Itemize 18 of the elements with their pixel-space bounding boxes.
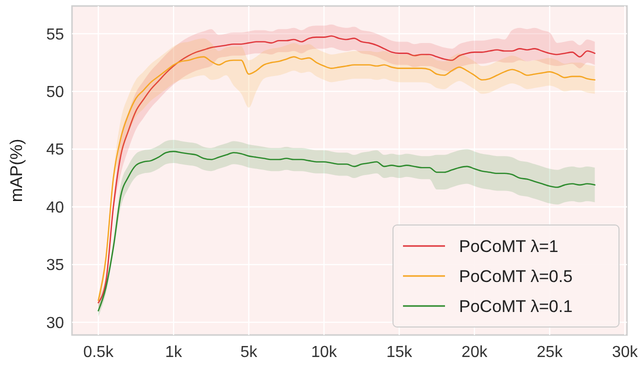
x-tick-label: 1k: [165, 344, 183, 361]
x-tick-label: 15k: [386, 344, 414, 361]
y-tick-label: 30: [46, 314, 64, 332]
legend-label: PoCoMT λ=0.5: [459, 266, 573, 286]
y-tick-label: 35: [46, 257, 64, 274]
x-tick-label: 0.5k: [83, 344, 114, 361]
y-tick-label: 50: [46, 84, 64, 102]
y-axis-title: mAP(%): [7, 138, 26, 202]
x-tick-label: 5k: [240, 344, 258, 361]
y-tick-label: 40: [46, 199, 64, 216]
legend-label: PoCoMT λ=0.1: [459, 296, 573, 316]
x-tick-label: 25k: [536, 344, 564, 361]
legend-label: PoCoMT λ=1: [459, 236, 558, 256]
x-tick-label: 30k: [612, 344, 639, 361]
x-tick-label: 20k: [462, 344, 488, 361]
x-tick-label: 10k: [311, 344, 338, 361]
y-tick-label: 55: [46, 26, 64, 44]
y-tick-label: 45: [46, 142, 64, 159]
